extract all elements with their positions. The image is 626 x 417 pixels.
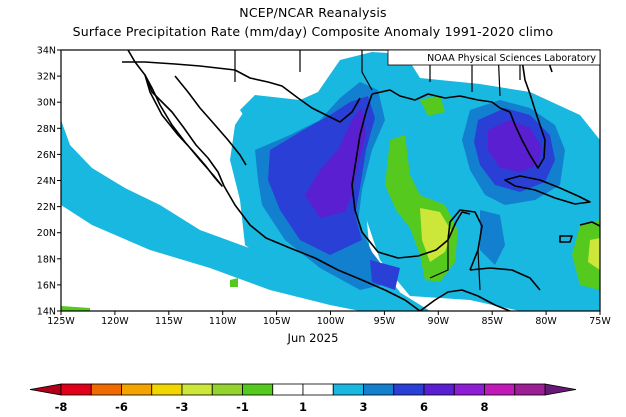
- lon-label: 110W: [209, 316, 237, 327]
- lat-label: 20N: [37, 228, 56, 239]
- colorbar-label: -6: [115, 400, 128, 414]
- colorbar-cell: [242, 383, 274, 396]
- credit-text: NOAA Physical Sciences Laboratory: [427, 53, 596, 64]
- lon-label: 115W: [155, 316, 183, 327]
- colorbar-label: -3: [176, 400, 189, 414]
- gulf-of-california: [174, 75, 247, 166]
- lon-label: 125W: [47, 316, 75, 327]
- colorbar-cell: [453, 383, 485, 396]
- colorbar-min-arrow: [29, 383, 62, 396]
- lat-label: 22N: [37, 202, 56, 213]
- us-state-lines: [234, 50, 521, 97]
- map-title: NCEP/NCAR Reanalysis: [239, 5, 387, 20]
- honduras-coast: [469, 267, 541, 291]
- us-mexico-border: [122, 61, 361, 123]
- colorbar-label: 8: [480, 400, 488, 414]
- colorbar-labels: -8 -6 -3 -1 1 3 6 8: [55, 400, 489, 414]
- lon-label: 100W: [317, 316, 345, 327]
- map-subtitle: Surface Precipitation Rate (mm/day) Comp…: [72, 24, 554, 39]
- longitude-axis: 125W 120W 115W 110W 105W 100W 95W 90W 85W 80W 75W: [47, 311, 611, 327]
- baja-california: [144, 74, 223, 187]
- lat-label: 26N: [37, 150, 56, 161]
- lat-label: 18N: [37, 254, 56, 265]
- colorbar-label: 1: [299, 400, 307, 414]
- colorbar-cell: [151, 383, 183, 396]
- colorbar-cell: [90, 383, 122, 396]
- cuba: [504, 175, 591, 205]
- lat-label: 14N: [37, 307, 56, 318]
- colorbar-cell: [332, 383, 364, 396]
- colorbar-label: -1: [236, 400, 249, 414]
- colorbar-cell: [302, 383, 334, 396]
- lat-label: 28N: [37, 124, 56, 135]
- lat-label: 30N: [37, 98, 56, 109]
- colorbar-cell: [211, 383, 243, 396]
- period-label: Jun 2025: [287, 331, 339, 345]
- anomaly-fill-layer: [61, 50, 600, 311]
- gulf-coast-mexico: [351, 93, 471, 259]
- lat-label: 34N: [37, 46, 56, 57]
- colorbar-cell: [272, 383, 304, 396]
- lon-label: 95W: [374, 316, 396, 327]
- lon-label: 120W: [101, 316, 129, 327]
- coastline-layer: [122, 50, 600, 311]
- colorbar-label: 3: [359, 400, 367, 414]
- colorbar-cell: [121, 383, 153, 396]
- colorbar-label: 6: [420, 400, 428, 414]
- lon-label: 105W: [263, 316, 291, 327]
- credit-box: [387, 49, 601, 66]
- colorbar-cell: [484, 383, 516, 396]
- jamaica: [559, 235, 573, 243]
- lat-label: 16N: [37, 280, 56, 291]
- colorbar-cell: [423, 383, 455, 396]
- latitude-axis: 34N 32N 30N 28N 26N 24N 22N 20N 18N 16N 14N: [37, 46, 61, 318]
- central-america: [419, 289, 511, 311]
- colorbar-cell: [60, 383, 92, 396]
- anomaly-map: NOAA Physical Sciences Laboratory 34N 32N…: [37, 46, 612, 328]
- colorbar-cell: [393, 383, 425, 396]
- florida-peninsula: [509, 50, 546, 169]
- colorbar-cell: [514, 383, 546, 396]
- colorbar: -8 -6 -3 -1 1 3 6 8: [29, 383, 577, 414]
- colorbar-cell: [363, 383, 395, 396]
- lon-label: 80W: [535, 316, 557, 327]
- lon-label: 90W: [428, 316, 450, 327]
- colorbar-cells: [29, 383, 577, 396]
- lat-label: 24N: [37, 176, 56, 187]
- central-america-borders: [429, 240, 481, 291]
- us-gulf-coast: [371, 89, 511, 113]
- colorbar-cell: [181, 383, 213, 396]
- lon-label: 75W: [589, 316, 611, 327]
- lat-label: 32N: [37, 72, 56, 83]
- hispaniola: [579, 221, 600, 227]
- anomaly-contour-purple: [305, 108, 366, 218]
- colorbar-label: -8: [55, 400, 68, 414]
- colorbar-max-arrow: [544, 383, 577, 396]
- lon-label: 85W: [481, 316, 503, 327]
